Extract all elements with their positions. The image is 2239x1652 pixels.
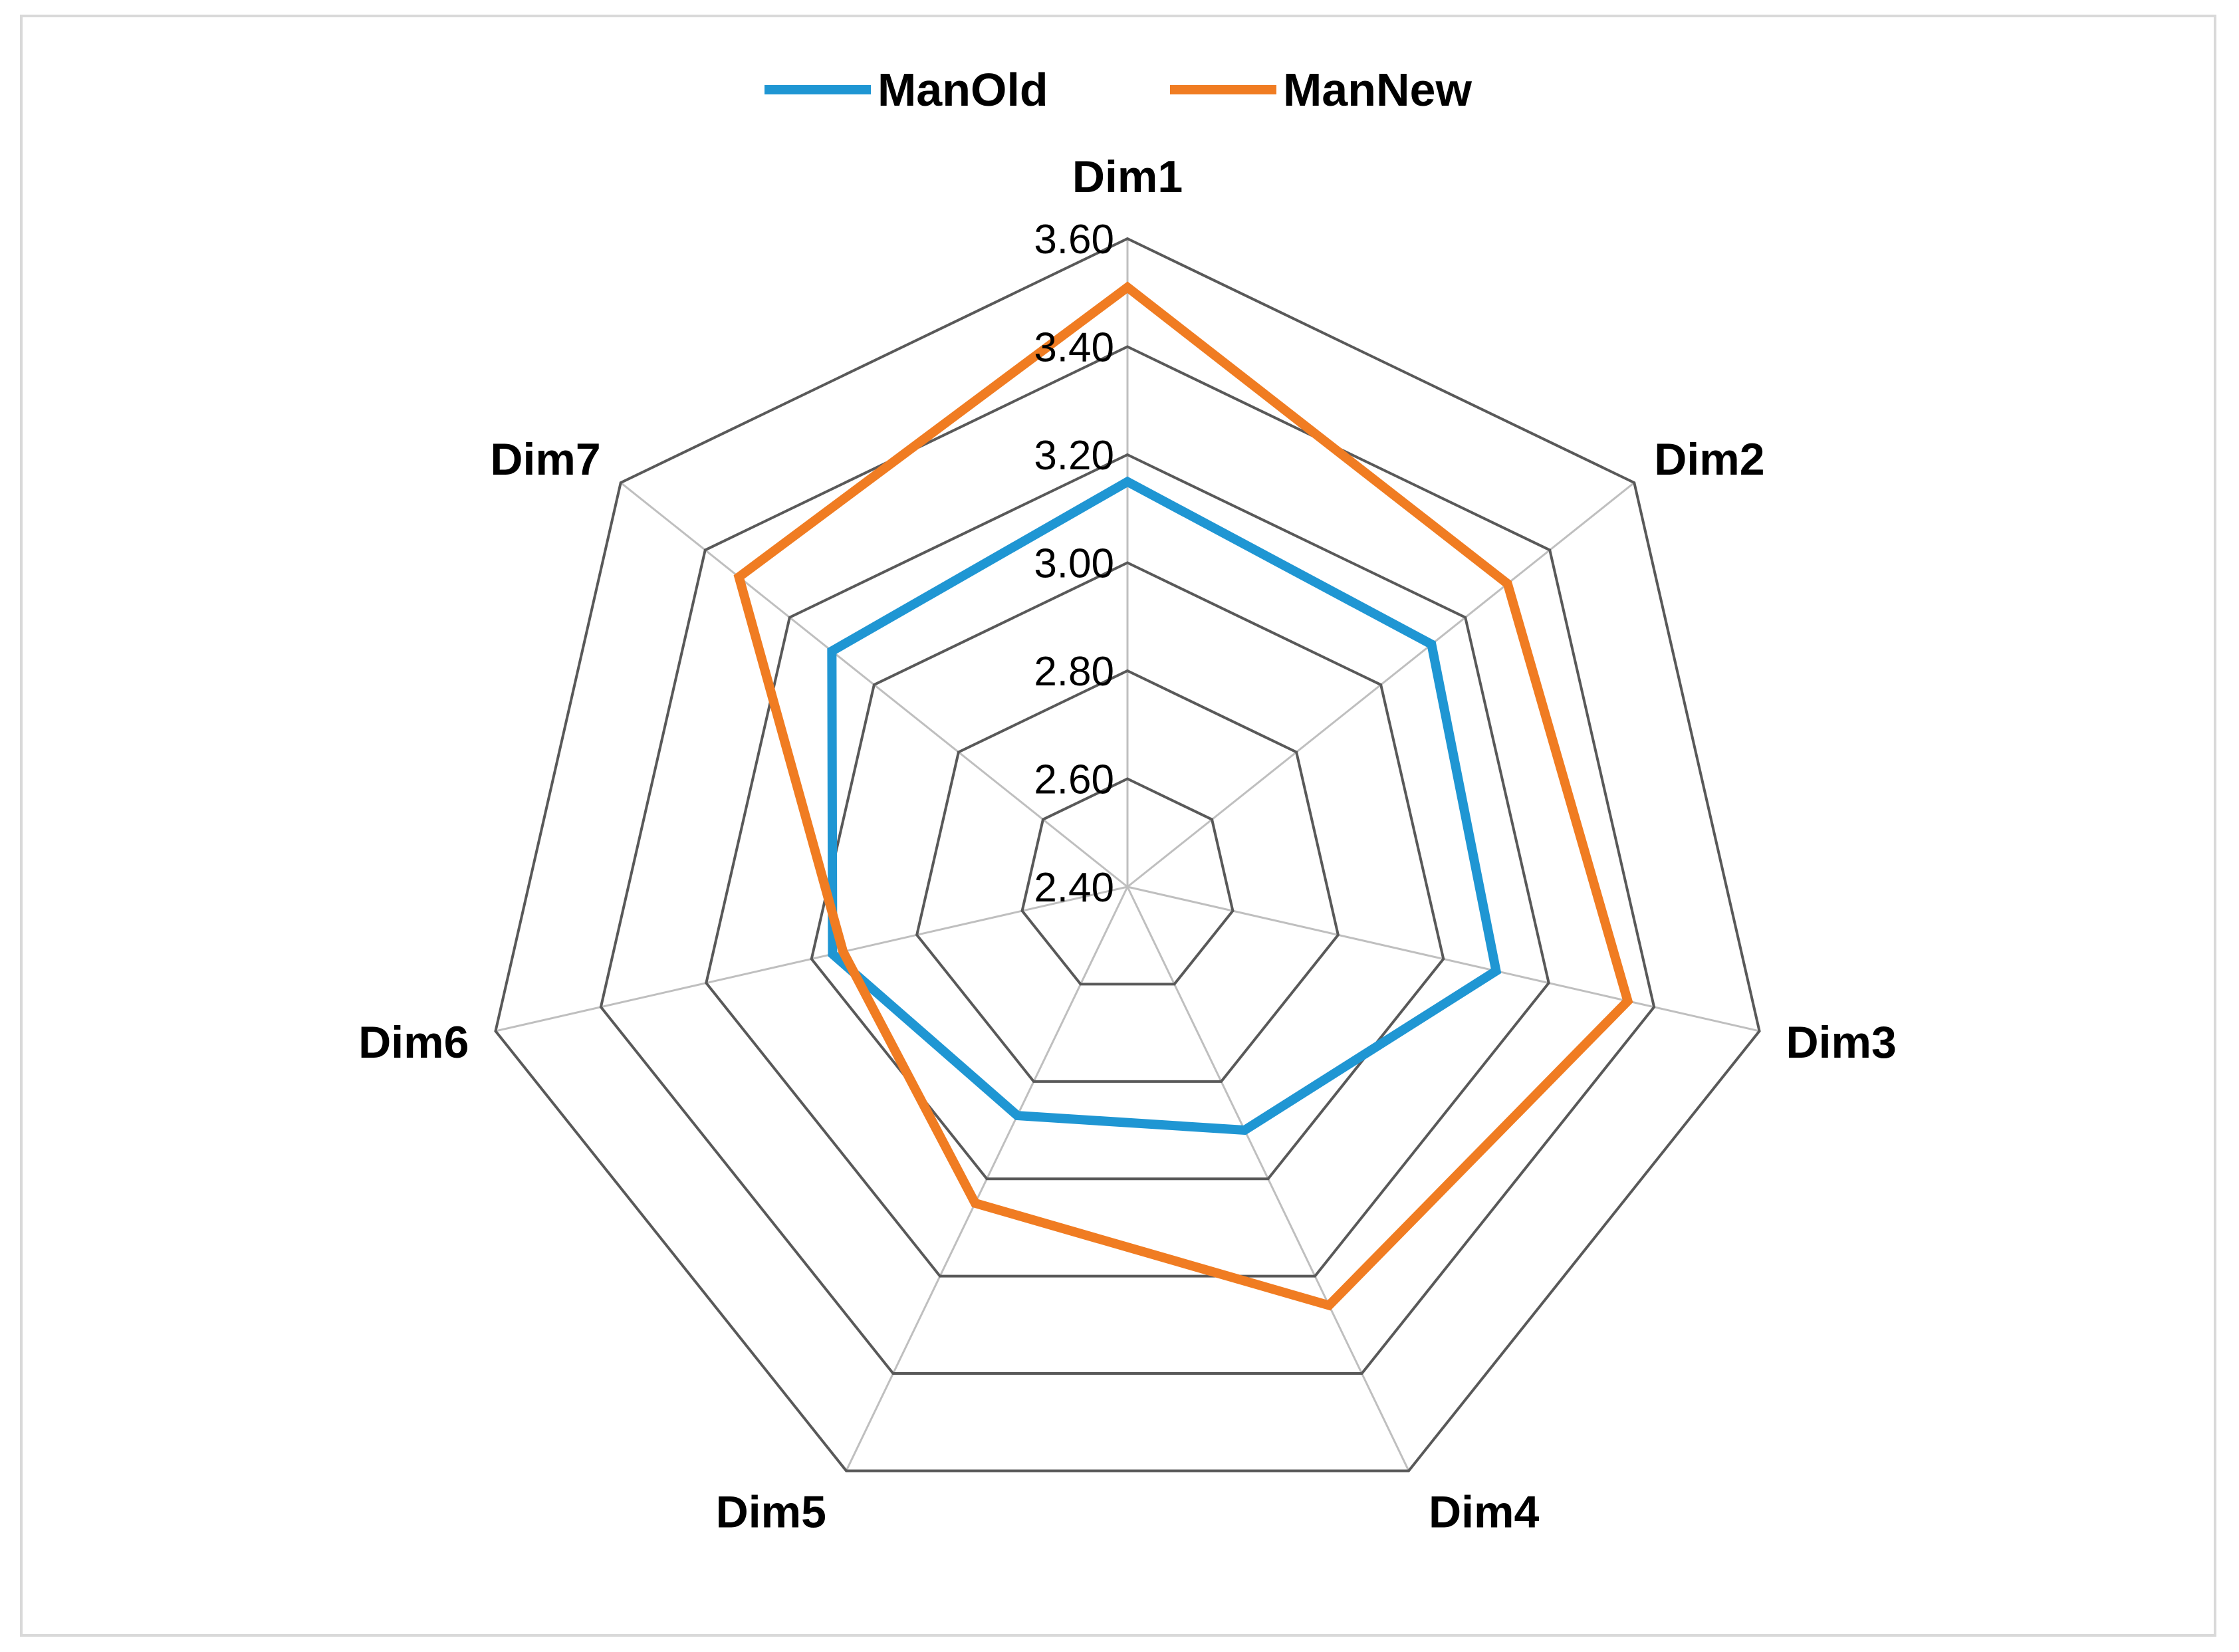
tick-label-3-40: 3.40 (1034, 325, 1114, 371)
grid-ring-3-20 (705, 453, 1550, 1278)
axis-label-dim4: Dim4 (1429, 1486, 1539, 1537)
data-point-manold-dim5 (1016, 1115, 1018, 1117)
data-point-mannew-dim4 (1328, 1304, 1330, 1306)
grid-ring-2-80 (915, 669, 1340, 1083)
data-point-manold-dim1 (1127, 481, 1128, 483)
axis-label-dim6: Dim6 (358, 1017, 469, 1068)
data-point-manold-dim4 (1244, 1129, 1246, 1131)
tick-layer: 2.40 2.60 2.80 3.00 3.20 3.40 3.60 (1034, 217, 1114, 911)
data-point-manold-dim6 (832, 953, 834, 955)
series-line-mannew (733, 281, 1633, 1311)
series-layer (733, 281, 1633, 1311)
data-point-mannew-dim5 (974, 1202, 976, 1204)
tick-label-2-80: 2.80 (1034, 649, 1114, 695)
data-point-manold-dim3 (1495, 970, 1497, 972)
tick-label-2-40: 2.40 (1034, 865, 1114, 911)
grid-layer (494, 237, 1761, 1473)
axis-label-dim2: Dim2 (1654, 434, 1764, 485)
axis-label-dim7: Dim7 (490, 434, 600, 485)
tick-label-3-20: 3.20 (1034, 433, 1114, 479)
axis-label-dim5: Dim5 (716, 1486, 826, 1537)
data-point-mannew-dim7 (738, 576, 740, 578)
tick-label-3-00: 3.00 (1034, 541, 1114, 587)
grid-ring-3-00 (810, 561, 1445, 1181)
data-point-mannew-dim1 (1127, 287, 1128, 289)
data-point-manold-dim2 (1431, 644, 1433, 646)
grid-ring-3-40 (599, 345, 1656, 1375)
axis-label-dim3: Dim3 (1786, 1017, 1897, 1068)
tick-label-3-60: 3.60 (1034, 217, 1114, 263)
series-line-manold (827, 476, 1502, 1135)
data-point-mannew-dim6 (842, 951, 844, 953)
chart-frame (20, 15, 2216, 1637)
axis-label-dim1: Dim1 (1072, 152, 1183, 202)
legend-label-manold: ManOld (878, 64, 1048, 116)
grid-ring-3-60 (494, 237, 1761, 1473)
tick-label-2-60: 2.60 (1034, 757, 1114, 803)
data-point-manold-dim7 (831, 650, 833, 652)
grid-ring-2-60 (1020, 777, 1235, 986)
legend-label-mannew: ManNew (1283, 64, 1472, 116)
legend: ManOld ManNew (765, 64, 1472, 116)
data-point-mannew-dim2 (1506, 583, 1508, 585)
data-point-mannew-dim3 (1627, 1000, 1629, 1002)
axis-label-layer: Dim1 Dim2 Dim3 Dim4 Dim5 Dim6 Dim7 (358, 152, 1897, 1537)
